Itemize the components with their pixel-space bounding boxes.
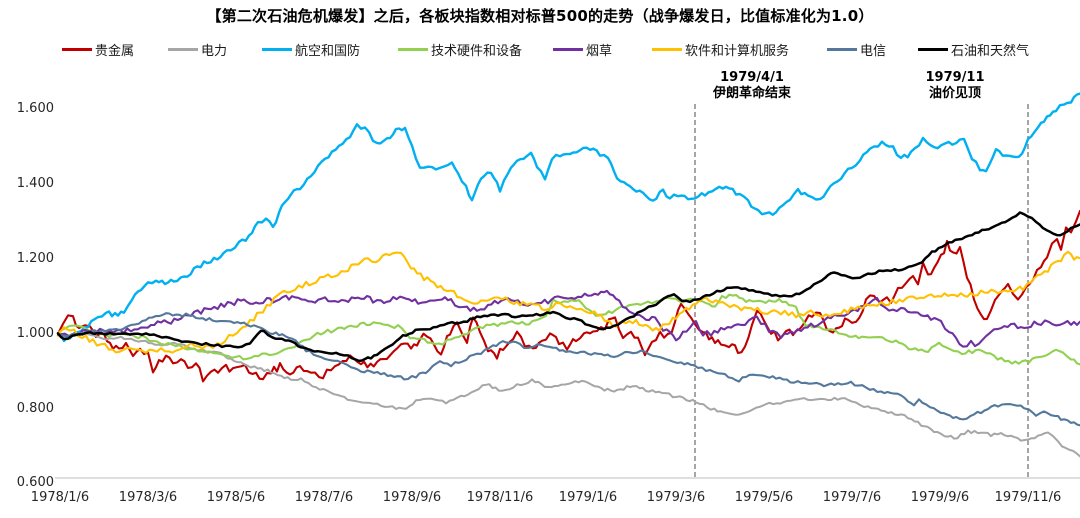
x-axis-label: 1979/9/6 bbox=[910, 490, 970, 505]
x-axis-label: 1978/3/6 bbox=[118, 490, 178, 505]
series-line-tech-hardware-equipment bbox=[56, 293, 1080, 366]
x-axis-label: 1978/11/6 bbox=[466, 490, 534, 505]
legend-label: 电力 bbox=[201, 43, 228, 59]
x-axis-label: 1979/1/6 bbox=[558, 490, 618, 505]
x-axis-label: 1979/7/6 bbox=[822, 490, 882, 505]
series-line-telecom bbox=[56, 312, 1080, 427]
x-axis-label: 1978/9/6 bbox=[382, 490, 442, 505]
y-axis-label: 1.200 bbox=[16, 250, 54, 266]
legend-swatch-tobacco bbox=[553, 47, 583, 51]
x-axis-label: 1978/7/6 bbox=[294, 490, 354, 505]
legend-label: 石油和天然气 bbox=[951, 43, 1030, 59]
legend-label: 航空和国防 bbox=[295, 43, 361, 59]
series-line-electric-power bbox=[57, 331, 1080, 458]
x-axis-label: 1979/11/6 bbox=[994, 490, 1062, 505]
series-line-aerospace-defense bbox=[56, 92, 1080, 343]
series-line-precious-metals bbox=[56, 209, 1080, 383]
series-line-tobacco bbox=[56, 289, 1080, 348]
x-axis-label: 1978/5/6 bbox=[206, 490, 266, 505]
y-axis-label: 0.600 bbox=[16, 475, 54, 491]
legend-swatch-aerospace-defense bbox=[262, 47, 292, 51]
legend-swatch-oil-gas bbox=[918, 47, 948, 51]
legend-label: 技术硬件和设备 bbox=[431, 43, 523, 59]
event-annotation-date: 1979/11 bbox=[925, 70, 985, 85]
y-axis-label: 1.000 bbox=[16, 325, 54, 341]
legend-item-aerospace-defense: 航空和国防 bbox=[262, 41, 361, 59]
legend-swatch-software-computer-services bbox=[652, 47, 682, 51]
legend-label: 烟草 bbox=[586, 43, 613, 59]
legend-item-tech-hardware-equipment: 技术硬件和设备 bbox=[398, 41, 523, 59]
y-axis-label: 1.600 bbox=[16, 101, 54, 117]
legend-item-precious-metals: 贵金属 bbox=[62, 41, 135, 59]
legend-item-telecom: 电信 bbox=[827, 41, 887, 59]
chart-title: 【第二次石油危机爆发】之后，各板块指数相对标普500的走势（战争爆发日，比值标准… bbox=[206, 7, 874, 25]
series-line-software-computer-services bbox=[56, 250, 1080, 354]
y-axis-label: 0.800 bbox=[16, 400, 54, 416]
event-annotation-date: 1979/4/1 bbox=[720, 70, 784, 85]
legend-label: 软件和计算机服务 bbox=[685, 43, 790, 59]
legend-swatch-electric-power bbox=[168, 47, 198, 51]
x-axis-label: 1978/1/6 bbox=[30, 490, 90, 505]
event-annotation-oil-price-peak: 1979/11 油价见顶 bbox=[925, 70, 984, 102]
x-axis-label: 1979/3/6 bbox=[646, 490, 706, 505]
legend-label: 贵金属 bbox=[95, 43, 135, 59]
y-axis-label: 1.400 bbox=[16, 176, 54, 192]
series-line-oil-gas bbox=[56, 211, 1080, 363]
legend-swatch-precious-metals bbox=[62, 47, 92, 51]
legend-item-tobacco: 烟草 bbox=[553, 41, 613, 59]
legend-swatch-telecom bbox=[827, 47, 857, 51]
event-annotation-text: 油价见顶 bbox=[928, 86, 981, 101]
event-annotation-iran-revolution-end: 1979/4/1 伊朗革命结束 bbox=[713, 70, 791, 102]
legend-item-electric-power: 电力 bbox=[168, 41, 228, 59]
legend-label: 电信 bbox=[860, 43, 887, 59]
legend-swatch-tech-hardware-equipment bbox=[398, 47, 428, 51]
x-axis-label: 1979/5/6 bbox=[734, 490, 794, 505]
event-annotation-text: 伊朗革命结束 bbox=[712, 86, 792, 101]
legend-item-software-computer-services: 软件和计算机服务 bbox=[652, 41, 790, 59]
legend-item-oil-gas: 石油和天然气 bbox=[918, 41, 1030, 59]
